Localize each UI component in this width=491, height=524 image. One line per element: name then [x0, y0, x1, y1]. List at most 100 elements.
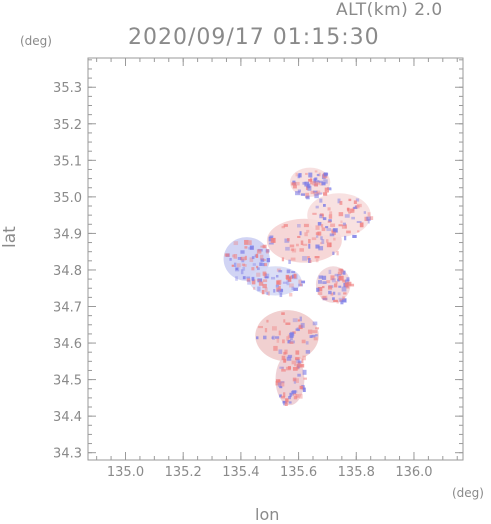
datetime-title: 2020/09/17 01:15:30: [128, 25, 380, 50]
echo-pixel: [275, 284, 279, 288]
echo-pixel: [268, 236, 273, 242]
echo-pixel: [321, 182, 326, 186]
echo-pixel: [329, 233, 335, 237]
echo-pixel: [287, 278, 292, 282]
echo-pixel: [318, 172, 321, 177]
echo-pixel: [279, 386, 283, 389]
echo-pixel: [343, 292, 347, 295]
echo-pixel: [352, 207, 355, 212]
echo-pixel: [251, 279, 256, 285]
echo-pixel: [297, 174, 301, 179]
echo-pixel: [316, 287, 320, 292]
echo-pixel: [299, 231, 302, 236]
plot-frame: [87, 57, 464, 461]
echo-pixel: [291, 271, 296, 274]
echo-pixel: [359, 222, 364, 228]
echo-pixel: [297, 363, 300, 369]
echo-pixel: [322, 297, 328, 301]
echo-pixel: [348, 198, 352, 202]
echo-pixel: [278, 379, 281, 382]
echo-pixel: [323, 204, 326, 207]
echo-pixel: [294, 364, 299, 367]
echo-pixel: [271, 336, 274, 339]
echo-pixel: [294, 181, 300, 186]
echo-pixel: [302, 256, 307, 261]
echo-pixel: [281, 225, 286, 229]
x-tick-label: 135.2: [165, 465, 202, 480]
echo-pixel: [285, 398, 289, 403]
echo-pixel: [300, 193, 306, 196]
echo-pixel: [281, 257, 285, 262]
echo-pixel: [317, 192, 323, 195]
echo-pixel: [350, 208, 355, 213]
echo-pixel: [297, 362, 302, 367]
echo-pixel: [292, 274, 295, 279]
echo-pixel: [266, 292, 269, 295]
echo-pixel: [290, 275, 293, 279]
echo-layer: [223, 167, 374, 406]
echo-pixel: [299, 385, 303, 390]
echo-pixel: [315, 225, 320, 230]
echo-pixel: [315, 258, 319, 263]
echo-pixel: [346, 281, 352, 286]
echo-pixel: [363, 211, 367, 214]
echo-pixel: [315, 327, 320, 330]
y-tick-label: 34.7: [53, 301, 82, 316]
echo-pixel: [311, 237, 317, 241]
echo-pixel: [263, 335, 267, 340]
echo-pixel: [328, 219, 332, 223]
echo-pixel: [315, 334, 318, 337]
echo-pixel: [353, 200, 357, 204]
echo-pixel: [256, 336, 259, 340]
echo-pixel: [300, 240, 304, 245]
echo-pixel: [292, 367, 298, 371]
echo-pixel: [285, 322, 291, 325]
echo-pixel: [289, 244, 295, 248]
echo-pixel: [321, 296, 327, 300]
echo-pixel: [313, 178, 316, 183]
echo-pixel: [299, 393, 303, 399]
echo-pixel: [334, 273, 339, 277]
echo-pixel: [338, 224, 343, 227]
echo-pixel: [311, 334, 316, 338]
echo-pixel: [260, 245, 265, 248]
echo-pixel: [329, 211, 333, 215]
echo-pixel: [344, 214, 350, 218]
echo-pixel: [237, 256, 242, 260]
echo-pixel: [242, 276, 246, 280]
echo-pixel: [258, 281, 264, 286]
x-axis-unit: (deg): [452, 486, 484, 500]
echo-pixel: [276, 287, 280, 292]
x-tick-label: 136.0: [395, 465, 432, 480]
y-tick-label: 35.2: [53, 118, 82, 133]
echo-pixel: [337, 292, 341, 296]
echo-pixel: [302, 387, 306, 393]
echo-pixel: [267, 291, 270, 296]
echo-pixel: [248, 240, 252, 245]
echo-pixel: [283, 319, 286, 323]
echo-pixel: [287, 354, 293, 358]
echo-pixel: [289, 283, 294, 288]
echo-pixel: [266, 257, 271, 263]
echo-pixel: [297, 373, 301, 377]
echo-pixel: [296, 364, 301, 368]
echo-pixel: [291, 248, 297, 253]
echo-pixel: [279, 289, 284, 292]
echo-pixel: [279, 366, 284, 369]
echo-pixel: [251, 267, 255, 271]
echo-pixel: [278, 330, 281, 336]
echo-pixel: [294, 390, 298, 393]
echo-pixel: [314, 193, 319, 199]
echo-pixel: [293, 287, 299, 291]
echo-pixel: [288, 276, 291, 279]
echo-pixel: [287, 366, 291, 370]
echo-pixel: [281, 312, 285, 315]
echo-pixel: [281, 355, 286, 361]
echo-pixel: [302, 243, 308, 246]
echo-pixel: [317, 222, 322, 226]
y-tick-label: 35.3: [53, 81, 82, 96]
echo-pixel: [242, 267, 246, 271]
echo-pixel: [291, 286, 295, 291]
echo-pixel: [264, 328, 268, 333]
